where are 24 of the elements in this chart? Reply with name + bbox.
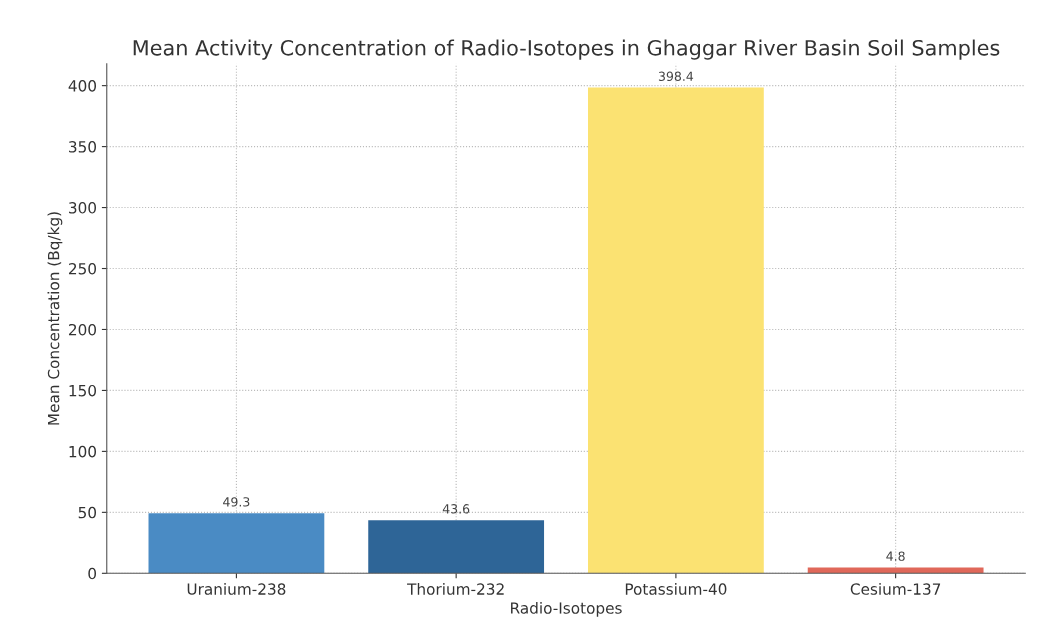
data-label: 43.6: [442, 504, 470, 514]
y-tick-label: 400: [68, 80, 97, 92]
y-axis-title: Mean Concentration (Bq/kg): [47, 212, 63, 425]
x-tick-label: Potassium-40: [625, 583, 727, 595]
bar: [148, 513, 325, 574]
y-tick-label: 0: [88, 567, 97, 580]
y-tick-label: 200: [68, 323, 97, 336]
x-tick-label: Uranium-238: [187, 583, 286, 595]
x-tick-label: Cesium-137: [850, 583, 941, 595]
data-label: 49.3: [223, 497, 250, 507]
y-tick-label: 250: [68, 262, 97, 275]
data-label: 398.4: [658, 71, 694, 82]
y-tick-label: 150: [69, 384, 97, 397]
bar: [588, 87, 764, 574]
y-tick-label: 100: [69, 445, 97, 458]
data-label: 4.8: [886, 551, 905, 561]
x-tick-label: Thorium-232: [407, 583, 504, 595]
y-tick-label: 300: [69, 202, 97, 214]
x-axis-title: Radio-Isotopes: [511, 601, 622, 617]
y-tick-label: 350: [69, 141, 97, 153]
bar: [368, 520, 545, 574]
bar: [807, 567, 984, 574]
y-tick-label: 50: [78, 506, 97, 519]
chart-title: Mean Activity Concentration of Radio-Isotopes in Ghaggar River Basin Soil Samples: [133, 39, 1000, 60]
